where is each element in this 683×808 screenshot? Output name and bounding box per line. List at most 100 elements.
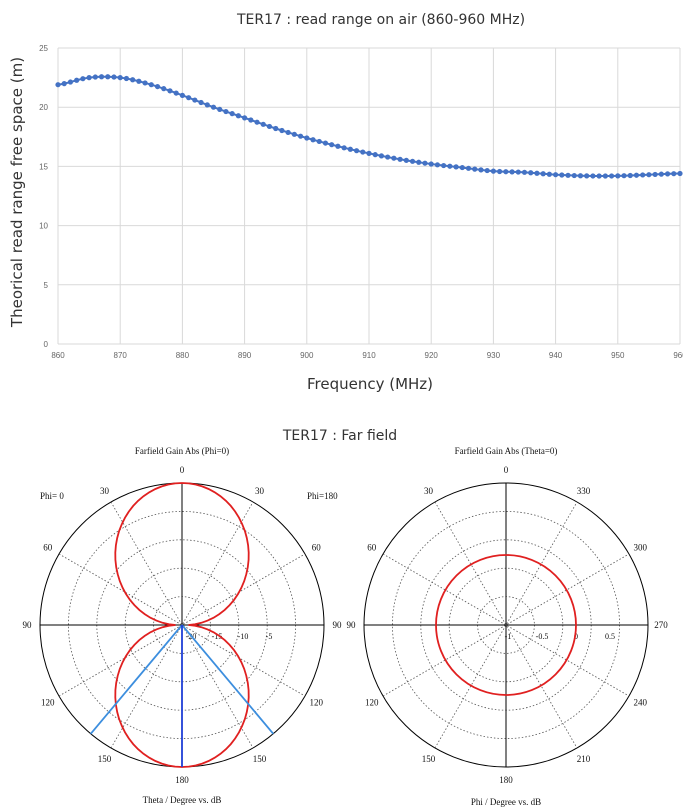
data-point [254, 119, 260, 125]
data-point [117, 75, 123, 81]
data-point [664, 171, 671, 177]
data-point [490, 168, 496, 174]
data-point [528, 170, 534, 176]
angle-label: 300 [633, 543, 647, 553]
polar-left-angle-labels: 0 30 60 90 120 150 180 150 120 90 60 30 [23, 465, 343, 785]
data-point [105, 74, 111, 80]
data-point [534, 170, 540, 176]
data-point [509, 169, 515, 175]
x-tick-label: 890 [238, 351, 252, 360]
data-point [503, 169, 509, 175]
data-point [248, 117, 254, 123]
data-point [86, 75, 92, 81]
polar-left-subtitle: Farfield Gain Abs (Phi=0) [135, 446, 229, 456]
data-point [341, 145, 347, 151]
radial-label: -0.5 [536, 632, 549, 641]
angle-label: 90 [23, 620, 33, 630]
data-point [235, 113, 241, 119]
data-point [98, 74, 105, 80]
angle-label: 120 [41, 698, 55, 708]
data-point [515, 169, 521, 175]
data-point [602, 173, 608, 179]
data-point [204, 102, 210, 108]
line-chart-series [55, 74, 683, 179]
radial-label: -1 [505, 632, 512, 641]
data-point [391, 155, 397, 161]
data-point [571, 172, 577, 179]
y-tick-label: 25 [39, 44, 48, 53]
line-chart: TER17 : read range on air (860-960 MHz) … [8, 12, 683, 393]
data-point [640, 172, 646, 178]
angle-label: 240 [633, 698, 647, 708]
angle-label: 30 [100, 486, 110, 496]
angle-label: 0 [504, 465, 509, 475]
data-point [590, 173, 596, 179]
y-tick-label: 15 [39, 162, 48, 171]
data-point [453, 164, 459, 170]
y-tick-label: 10 [39, 222, 48, 231]
data-point [80, 76, 86, 82]
data-point [447, 163, 453, 169]
radial-label: 0 [574, 632, 578, 641]
data-point [353, 148, 360, 154]
data-point [484, 167, 490, 174]
data-point [148, 82, 154, 88]
data-point [167, 88, 173, 94]
data-point [577, 173, 584, 179]
beam-line [181, 624, 274, 735]
angle-label: 120 [309, 698, 323, 708]
radial-label: -10 [238, 632, 249, 641]
data-point [136, 78, 142, 84]
line-chart-grid [57, 47, 681, 345]
data-point [459, 164, 465, 171]
polar-left-radial-labels: -20-15-10-5 [186, 632, 273, 641]
angle-label: 150 [253, 754, 267, 764]
angle-label: 60 [312, 543, 322, 553]
angle-label: 180 [499, 775, 513, 785]
data-point [627, 172, 633, 179]
polar-right-subtitle: Farfield Gain Abs (Theta=0) [455, 446, 558, 456]
data-point [198, 99, 204, 106]
x-tick-label: 900 [300, 351, 314, 360]
data-point [173, 90, 179, 96]
x-tick-label: 930 [487, 351, 501, 360]
data-point [310, 137, 316, 143]
polar-right-radial-labels: -1 -0.5 0 0.5 [505, 632, 615, 641]
x-tick-label: 910 [362, 351, 376, 360]
angle-label: 180 [175, 775, 189, 785]
data-point [409, 158, 416, 164]
data-point [652, 171, 658, 178]
data-point [422, 160, 428, 166]
data-point [428, 161, 434, 167]
data-point [297, 133, 304, 139]
data-point [273, 125, 279, 132]
x-tick-label: 920 [425, 351, 439, 360]
data-point [329, 142, 335, 148]
data-point [161, 86, 167, 92]
x-tick-label: 880 [176, 351, 190, 360]
polar-section-title: TER17 : Far field [282, 428, 397, 444]
radial-label: -5 [266, 632, 273, 641]
data-point [385, 154, 391, 160]
data-point [497, 168, 503, 175]
data-point [266, 123, 273, 130]
polar-right-xlabel: Phi / Degree vs. dB [471, 797, 541, 807]
polar-right-angle-labels: 0 330 300 270 240 210 180 150 120 90 60 30 [347, 465, 669, 785]
data-point [304, 135, 310, 141]
polar-chart-phi0: Farfield Gain Abs (Phi=0) Phi= 0 Phi=180… [23, 446, 343, 805]
data-point [366, 150, 372, 156]
line-chart-title: TER17 : read range on air (860-960 MHz) [236, 12, 525, 28]
angle-label: 60 [43, 543, 53, 553]
data-point [242, 115, 248, 121]
x-tick-label: 860 [51, 351, 65, 360]
data-point [621, 173, 627, 179]
data-point [347, 146, 353, 152]
data-point [123, 75, 130, 82]
data-point [92, 74, 98, 80]
data-point [671, 171, 677, 177]
polar-chart-theta0: Farfield Gain Abs (Theta=0) 033030027024… [347, 446, 669, 807]
data-point [441, 162, 447, 169]
data-point [615, 173, 621, 179]
data-point [478, 167, 484, 173]
